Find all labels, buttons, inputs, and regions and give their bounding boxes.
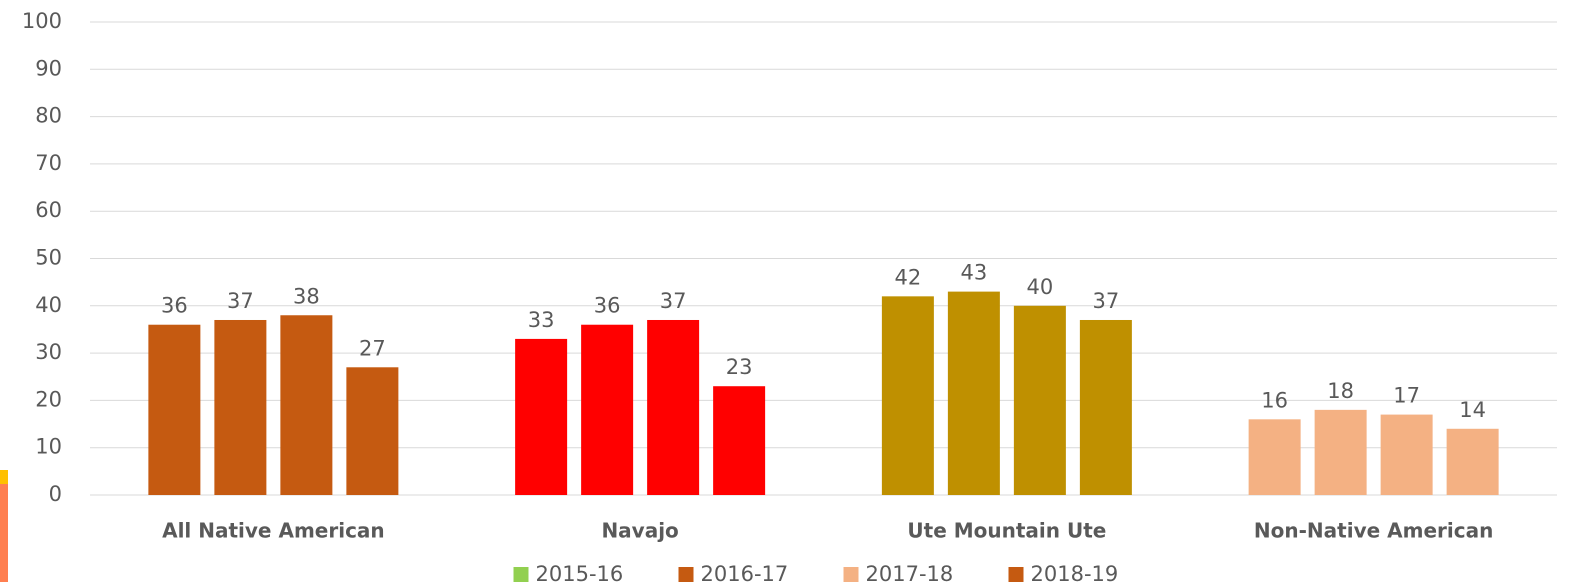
data-label: 40 xyxy=(1027,275,1054,299)
x-tick-label: Non-Native American xyxy=(1254,519,1493,543)
bar xyxy=(947,291,1000,495)
x-tick-label: All Native American xyxy=(162,519,385,543)
bar xyxy=(713,386,766,495)
y-tick-label: 90 xyxy=(35,56,62,80)
x-tick-label: Navajo xyxy=(601,519,678,543)
data-label: 37 xyxy=(1093,289,1120,313)
data-label: 43 xyxy=(961,261,988,285)
bar xyxy=(148,324,201,495)
edge-decoration xyxy=(0,470,8,484)
y-tick-label: 10 xyxy=(35,435,62,459)
bar xyxy=(1446,428,1499,495)
data-label: 37 xyxy=(660,289,687,313)
legend-label: 2018-19 xyxy=(1031,562,1119,582)
y-tick-label: 70 xyxy=(35,151,62,175)
data-label: 14 xyxy=(1459,398,1486,422)
bar xyxy=(280,315,333,495)
y-tick-label: 20 xyxy=(35,387,62,411)
data-label: 33 xyxy=(528,308,555,332)
legend-swatch xyxy=(513,567,529,582)
data-label: 23 xyxy=(726,355,753,379)
legend-swatch xyxy=(678,567,694,582)
y-tick-label: 40 xyxy=(35,293,62,317)
bar xyxy=(1314,409,1367,495)
data-label: 36 xyxy=(161,294,188,318)
legend-label: 2017-18 xyxy=(866,562,954,582)
data-label: 37 xyxy=(227,289,254,313)
data-label: 17 xyxy=(1393,384,1420,408)
bar xyxy=(881,296,934,495)
y-tick-label: 30 xyxy=(35,340,62,364)
legend-swatch xyxy=(843,567,859,582)
edge-decoration xyxy=(0,484,8,582)
bar xyxy=(1380,414,1433,495)
bar xyxy=(1248,419,1301,495)
data-label: 42 xyxy=(895,265,922,289)
legend-label: 2015-16 xyxy=(536,562,624,582)
data-label: 18 xyxy=(1327,379,1354,403)
y-tick-label: 50 xyxy=(35,246,62,270)
y-tick-label: 60 xyxy=(35,198,62,222)
bar xyxy=(346,367,399,495)
x-tick-label: Ute Mountain Ute xyxy=(907,519,1106,543)
data-label: 36 xyxy=(594,294,621,318)
y-tick-label: 100 xyxy=(22,9,62,33)
data-label: 16 xyxy=(1261,388,1288,412)
bar xyxy=(1013,305,1066,495)
y-tick-label: 0 xyxy=(49,482,62,506)
legend-swatch xyxy=(1008,567,1024,582)
bar xyxy=(515,338,568,495)
data-label: 27 xyxy=(359,336,386,360)
bar xyxy=(581,324,634,495)
bar xyxy=(214,319,267,495)
bar xyxy=(1079,319,1132,495)
data-label: 38 xyxy=(293,284,320,308)
bar xyxy=(647,319,700,495)
legend-label: 2016-17 xyxy=(701,562,789,582)
y-tick-label: 80 xyxy=(35,104,62,128)
